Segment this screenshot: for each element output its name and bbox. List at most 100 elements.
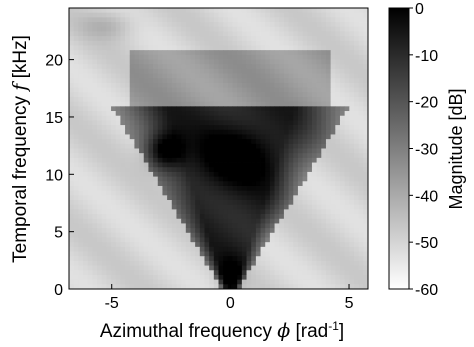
heatmap-cell <box>311 45 318 51</box>
heatmap-cell <box>87 36 93 42</box>
heatmap-cell <box>269 96 275 103</box>
heatmap-cell <box>251 176 257 182</box>
heatmap-cell <box>223 214 229 220</box>
heatmap-cell <box>78 242 84 248</box>
heatmap-cell <box>195 218 201 224</box>
heatmap-cell <box>209 176 215 182</box>
heatmap-cell <box>283 228 289 234</box>
heatmap-cell <box>134 82 140 89</box>
heatmap-cell <box>269 73 275 79</box>
heatmap-cell <box>311 101 318 107</box>
heatmap-cell <box>120 214 126 220</box>
heatmap-cell <box>143 190 149 196</box>
heatmap-cell <box>311 167 318 173</box>
heatmap-cell <box>181 12 187 18</box>
heatmap-cell <box>111 87 117 93</box>
heatmap-cell <box>204 185 210 192</box>
heatmap-cell <box>83 256 89 262</box>
heatmap-cell <box>209 185 215 192</box>
heatmap-cell <box>92 92 98 98</box>
heatmap-cell <box>255 204 261 210</box>
heatmap-cell <box>251 36 257 42</box>
heatmap-cell <box>316 45 322 51</box>
heatmap-cell <box>92 54 98 60</box>
heatmap-cell <box>69 242 75 248</box>
y-tick-label: 0 <box>54 282 63 299</box>
heatmap-cell <box>321 232 327 238</box>
heatmap-cell <box>213 153 219 159</box>
heatmap-cell <box>167 228 173 234</box>
heatmap-cell <box>111 120 117 126</box>
heatmap-cell <box>302 87 308 93</box>
heatmap-cell <box>139 59 145 65</box>
heatmap-cell <box>134 251 140 257</box>
heatmap-cell <box>227 148 233 154</box>
heatmap-cell <box>73 209 79 215</box>
heatmap-cell <box>274 270 280 276</box>
heatmap-cell <box>255 157 261 163</box>
heatmap-cell <box>265 209 271 215</box>
heatmap-cell <box>153 171 159 177</box>
heatmap-cell <box>139 153 145 159</box>
heatmap-cell <box>344 45 350 51</box>
heatmap-cell <box>335 26 341 32</box>
heatmap-cell <box>339 274 346 281</box>
heatmap-cell <box>288 92 294 98</box>
heatmap-cell <box>237 115 243 121</box>
heatmap-cell <box>363 256 368 262</box>
heatmap-cell <box>330 148 336 154</box>
heatmap-cell <box>134 246 140 252</box>
heatmap-cell <box>213 8 219 14</box>
heatmap-cell <box>129 68 135 74</box>
heatmap-cell <box>204 284 210 289</box>
heatmap-cell <box>204 153 210 159</box>
heatmap-cell <box>148 157 154 163</box>
heatmap-cell <box>148 40 154 46</box>
heatmap-cell <box>325 125 332 131</box>
heatmap-cell <box>307 22 313 28</box>
heatmap-cell <box>335 223 341 229</box>
heatmap-cell <box>232 242 238 248</box>
heatmap-cell <box>143 54 149 60</box>
heatmap-cell <box>316 111 322 117</box>
heatmap-cell <box>358 190 364 196</box>
heatmap-cell <box>181 256 187 262</box>
heatmap-cell <box>157 246 163 252</box>
heatmap-cell <box>251 251 257 257</box>
heatmap-cell <box>190 279 196 285</box>
heatmap-cell <box>176 40 182 46</box>
heatmap-cell <box>274 50 280 56</box>
heatmap-cell <box>297 167 303 173</box>
heatmap-cell <box>101 92 107 98</box>
heatmap-cell <box>153 223 159 229</box>
heatmap-cell <box>251 223 257 229</box>
heatmap-cell <box>78 279 84 285</box>
heatmap-cell <box>171 22 177 28</box>
heatmap-cell <box>129 171 135 177</box>
heatmap-cell <box>279 92 285 98</box>
heatmap-cell <box>223 125 229 131</box>
heatmap-cell <box>260 54 266 60</box>
heatmap-cell <box>260 12 266 18</box>
heatmap-cell <box>176 54 182 60</box>
heatmap-cell <box>241 265 247 271</box>
heatmap-cell <box>321 148 327 154</box>
heatmap-cell <box>363 162 368 168</box>
heatmap-cell <box>73 143 79 149</box>
heatmap-cell <box>358 237 364 243</box>
heatmap-cell <box>195 214 201 220</box>
heatmap-cell <box>83 274 89 281</box>
heatmap-cell <box>265 73 271 79</box>
heatmap-cell <box>199 284 205 289</box>
heatmap-cell <box>134 50 140 56</box>
heatmap-cell <box>69 120 75 126</box>
heatmap-cell <box>199 134 205 140</box>
heatmap-cell <box>195 111 201 117</box>
heatmap-cell <box>279 31 285 37</box>
heatmap-cell <box>288 26 294 32</box>
heatmap-cell <box>97 223 103 229</box>
heatmap-cell <box>181 101 187 107</box>
heatmap-cell <box>241 45 247 51</box>
heatmap-cell <box>344 50 350 56</box>
heatmap-cell <box>330 101 336 107</box>
